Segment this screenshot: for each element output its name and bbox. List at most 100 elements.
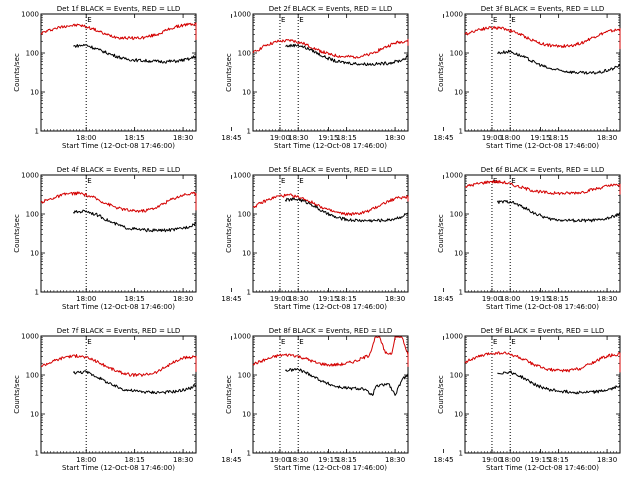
x-axis-label: Start Time (12-Oct-08 17:46:00) — [274, 142, 387, 150]
plot-frame — [252, 13, 409, 132]
y-tick-label: 1 — [459, 128, 463, 136]
x-tick-label: 19:00 — [270, 295, 290, 303]
chart-title: Det 9f BLACK = Events, RED = LLD — [481, 327, 604, 335]
event-marker-label: E — [493, 16, 497, 24]
y-tick-label: 1000 — [233, 333, 251, 341]
y-axis-label: Counts/sec — [225, 53, 233, 92]
y-axis-label: Counts/sec — [437, 53, 445, 92]
x-tick-label: 18:30 — [173, 456, 193, 464]
y-axis-label: Counts/sec — [225, 375, 233, 414]
x-tick-label: 18:30 — [385, 134, 405, 142]
x-tick-label: 18:15 — [337, 134, 357, 142]
y-tick-label: 100 — [238, 211, 251, 219]
y-axis-label: Counts/sec — [225, 214, 233, 253]
plot-frame — [464, 13, 621, 132]
y-tick-label: 10 — [30, 89, 39, 97]
x-tick-label: 18:45 — [221, 456, 241, 464]
y-tick-label: 1000 — [233, 11, 251, 19]
chart-title: Det 3f BLACK = Events, RED = LLD — [481, 5, 604, 13]
x-axis-label: Start Time (12-Oct-08 17:46:00) — [274, 464, 387, 472]
x-tick-label: 18:00 — [500, 456, 520, 464]
plot-frame — [40, 13, 197, 132]
event-marker-label: E — [87, 177, 91, 185]
event-marker-label: E — [299, 16, 303, 24]
x-tick-label: 18:45 — [221, 134, 241, 142]
y-tick-label: 1 — [35, 450, 39, 458]
x-tick-label: 18:15 — [125, 295, 145, 303]
y-tick-label: 10 — [30, 250, 39, 258]
x-axis-label: Start Time (12-Oct-08 17:46:00) — [62, 464, 175, 472]
x-tick-label: 19:00 — [482, 134, 502, 142]
y-tick-label: 1 — [35, 128, 39, 136]
x-tick-label: 19:15 — [318, 295, 338, 303]
y-tick-label: 1000 — [445, 333, 463, 341]
y-tick-label: 1 — [247, 128, 251, 136]
series-line-2 — [497, 370, 621, 408]
y-tick-label: 100 — [26, 372, 39, 380]
series-line-2 — [284, 368, 409, 397]
x-tick-label: 18:30 — [597, 295, 617, 303]
chart-title: Det 7f BLACK = Events, RED = LLD — [57, 327, 180, 335]
y-tick-label: 1000 — [233, 172, 251, 180]
x-tick-label: 19:00 — [482, 456, 502, 464]
y-tick-label: 10 — [454, 411, 463, 419]
series-line-1 — [464, 179, 621, 196]
y-tick-label: 100 — [238, 372, 251, 380]
series-line-1 — [40, 354, 197, 378]
x-tick-label: 18:15 — [549, 134, 569, 142]
y-tick-label: 1000 — [21, 11, 39, 19]
y-tick-label: 1 — [459, 289, 463, 297]
x-tick-label: 18:00 — [500, 134, 520, 142]
y-tick-label: 1000 — [445, 11, 463, 19]
y-tick-label: 1 — [247, 450, 251, 458]
chart-title: Det 8f BLACK = Events, RED = LLD — [269, 327, 392, 335]
event-marker-label: E — [281, 16, 285, 24]
chart-title: Det 2f BLACK = Events, RED = LLD — [269, 5, 392, 13]
y-tick-label: 10 — [242, 250, 251, 258]
event-marker-label: E — [299, 177, 303, 185]
x-axis-label: Start Time (12-Oct-08 17:46:00) — [62, 142, 175, 150]
x-tick-label: 18:15 — [337, 456, 357, 464]
event-marker-label: E — [87, 338, 91, 346]
x-tick-label: 19:15 — [530, 295, 550, 303]
y-axis-label: Counts/sec — [437, 375, 445, 414]
series-line-2 — [285, 43, 409, 74]
x-tick-label: 18:45 — [433, 456, 453, 464]
x-tick-label: 18:45 — [433, 134, 453, 142]
x-tick-label: 18:00 — [500, 295, 520, 303]
y-tick-label: 1 — [459, 450, 463, 458]
y-tick-label: 10 — [242, 411, 251, 419]
y-tick-label: 100 — [26, 211, 39, 219]
chart-panel-1: Det 1f BLACK = Events, RED = LLD 1 10 100 10… — [13, 5, 338, 150]
x-tick-label: 18:15 — [125, 456, 145, 464]
x-tick-label: 19:00 — [270, 456, 290, 464]
x-tick-label: 18:45 — [221, 295, 241, 303]
x-tick-label: 18:30 — [597, 134, 617, 142]
x-tick-label: 18:30 — [385, 295, 405, 303]
series-line-1 — [40, 191, 197, 213]
x-tick-label: 18:30 — [288, 456, 308, 464]
x-tick-label: 18:15 — [337, 295, 357, 303]
plot-frame — [252, 174, 409, 293]
series-line-1 — [252, 38, 409, 59]
event-marker-label: E — [511, 338, 515, 346]
y-tick-label: 1 — [247, 289, 251, 297]
chart-title: Det 4f BLACK = Events, RED = LLD — [57, 166, 180, 174]
event-marker-label: E — [511, 177, 515, 185]
y-tick-label: 1000 — [445, 172, 463, 180]
x-tick-label: 19:15 — [530, 134, 550, 142]
chart-title: Det 1f BLACK = Events, RED = LLD — [57, 5, 180, 13]
event-marker-label: E — [281, 338, 285, 346]
x-tick-label: 18:00 — [76, 134, 96, 142]
series-line-2 — [284, 197, 409, 228]
y-tick-label: 10 — [454, 250, 463, 258]
y-tick-label: 100 — [450, 211, 463, 219]
x-tick-label: 18:30 — [288, 134, 308, 142]
y-tick-label: 100 — [238, 50, 251, 58]
y-tick-label: 1000 — [21, 333, 39, 341]
chart-panel-4: Det 4f BLACK = Events, RED = LLD 1 10 100 10… — [13, 166, 338, 311]
plot-frame — [252, 335, 409, 454]
chart-panel-2: Det 2f BLACK = Events, RED = LLD 1 10 100 10… — [225, 5, 550, 150]
chart-panel-3: Det 3f BLACK = Events, RED = LLD 1 10 100 10… — [437, 5, 621, 150]
x-tick-label: 18:30 — [173, 295, 193, 303]
